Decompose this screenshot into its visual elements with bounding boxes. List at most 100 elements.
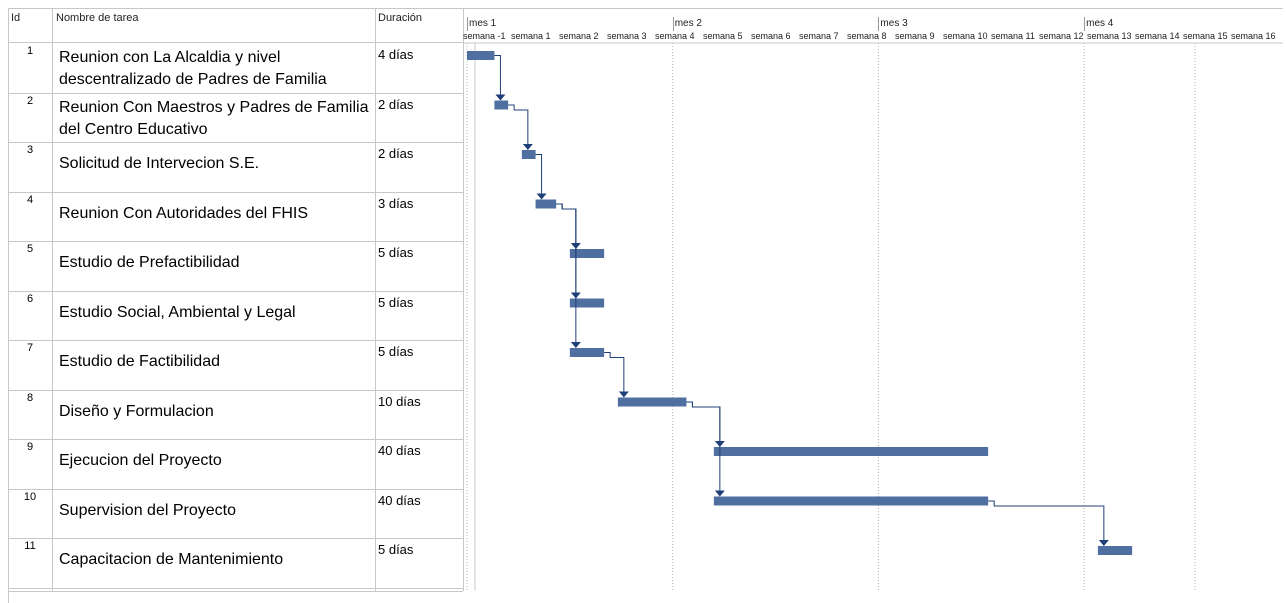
task-name: Reunion Con Autoridades del FHIS xyxy=(59,204,309,222)
dependency-link xyxy=(494,55,501,96)
table-top-border xyxy=(8,8,1283,9)
table-row[interactable]: 6 Estudio Social, Ambiental y Legal 5 días xyxy=(8,291,463,341)
task-name: Capacitacion de Mantenimiento xyxy=(59,551,284,568)
task-duration: 2 días xyxy=(378,96,414,112)
row-divider xyxy=(8,538,463,539)
table-row[interactable]: 7 Estudio de Factibilidad 5 días xyxy=(8,340,463,390)
dependency-link xyxy=(686,401,721,492)
dependency-arrow xyxy=(522,144,533,150)
row-divider xyxy=(8,191,463,193)
table-row[interactable]: 2 Reunion Con Maestros y Padres de Famili… xyxy=(8,93,463,143)
dependency-link xyxy=(556,203,577,294)
gantt-bar xyxy=(535,199,557,209)
table-row[interactable]: 4 Reunion Con Autoridades del FHIS 3 días xyxy=(8,192,463,242)
month-label: mes 1 xyxy=(469,18,497,29)
week-label: semana 7 xyxy=(799,31,839,41)
header-duration[interactable]: Duración xyxy=(378,12,423,24)
task-duration: 5 días xyxy=(378,542,414,557)
row-divider xyxy=(8,587,463,589)
week-label: semana 1 xyxy=(511,31,551,41)
task-name: Reunion Con Maestros y Padres de Familia… xyxy=(59,98,369,138)
task-duration: 4 días xyxy=(378,47,414,62)
month-label: mes 4 xyxy=(1086,18,1114,29)
task-duration: 3 días xyxy=(378,195,414,211)
gantt-bar xyxy=(494,100,509,110)
week-label: semana 5 xyxy=(703,31,743,41)
task-duration: 10 días xyxy=(378,393,421,409)
gantt-bar xyxy=(569,348,605,357)
dependency-link xyxy=(556,203,577,343)
task-name: Reunion con La Alcaldia y nivel descentr… xyxy=(59,49,327,88)
gantt-bar xyxy=(521,150,536,159)
grid-chart-divider xyxy=(463,8,464,591)
dependency-arrow xyxy=(570,292,581,299)
table-row[interactable]: 1 Reunion con La Alcaldia y nivel descent… xyxy=(8,43,463,93)
week-label: semana 9 xyxy=(895,31,935,41)
row-divider xyxy=(8,241,463,242)
task-name: Solicitud de Intervecion S.E. xyxy=(59,155,260,172)
task-id: 11 xyxy=(24,540,36,552)
week-label: semana 4 xyxy=(655,31,695,41)
dependency-link xyxy=(604,352,625,393)
name-column-divider xyxy=(375,8,376,591)
task-id: 4 xyxy=(26,193,34,206)
week-label: semana 2 xyxy=(559,31,599,41)
task-name: Estudio Social, Ambiental y Legal xyxy=(59,303,296,321)
dependency-link xyxy=(988,500,1105,541)
task-name: Ejecucion del Proyecto xyxy=(59,452,222,469)
table-row[interactable]: 8 Diseño y Formulacion 10 días xyxy=(8,390,463,440)
week-label: semana 8 xyxy=(847,31,887,41)
table-bottom-border xyxy=(8,591,463,592)
week-label: semana 6 xyxy=(751,31,791,41)
table-row[interactable]: 10 Supervision del Proyecto 40 días xyxy=(8,489,463,539)
task-duration: 40 días xyxy=(378,443,421,458)
task-id: 1 xyxy=(26,45,34,57)
task-name: Supervision del Proyecto xyxy=(59,501,236,519)
task-duration: 5 días xyxy=(378,344,414,359)
task-id: 3 xyxy=(26,144,34,156)
gantt-bar xyxy=(467,51,495,60)
dependency-arrow xyxy=(618,391,629,398)
week-label: semana 13 xyxy=(1087,31,1132,41)
dependency-link xyxy=(508,104,529,145)
month-tick xyxy=(1084,17,1086,31)
dependency-link xyxy=(686,401,721,442)
gantt-bar xyxy=(569,298,605,308)
task-duration: 5 días xyxy=(378,294,414,310)
header-id[interactable]: Id xyxy=(11,12,21,24)
dependency-arrow xyxy=(714,490,725,497)
row-divider xyxy=(8,389,463,391)
task-id: 8 xyxy=(26,391,34,404)
header-bottom-border xyxy=(8,42,463,43)
month-tick xyxy=(672,17,674,31)
week-label: semana 15 xyxy=(1183,31,1228,41)
row-divider xyxy=(8,340,463,341)
dependency-link xyxy=(535,154,543,195)
dependency-arrow xyxy=(1098,540,1109,546)
table-row[interactable]: 11 Capacitacion de Mantenimiento 5 días xyxy=(8,538,463,588)
dependency-arrow xyxy=(536,193,547,200)
table-row[interactable]: 3 Solicitud de Intervecion S.E. 2 días xyxy=(8,142,463,192)
id-column-divider xyxy=(52,8,53,591)
week-label: semana 11 xyxy=(991,31,1035,41)
table-row[interactable]: 5 Estudio de Prefactibilidad 5 días xyxy=(8,241,463,291)
task-duration: 2 días xyxy=(378,146,414,161)
task-name: Diseño y Formulacion xyxy=(59,402,214,420)
task-name: Estudio de Prefactibilidad xyxy=(59,254,240,271)
dependency-arrow xyxy=(570,342,581,348)
gantt-bar xyxy=(569,249,605,258)
table-row[interactable]: 9 Ejecucion del Proyecto 40 días xyxy=(8,439,463,489)
week-label: semana 3 xyxy=(607,31,647,41)
week-label: semana -1 xyxy=(463,31,506,41)
dependency-arrow xyxy=(495,94,506,101)
month-tick xyxy=(878,17,880,31)
task-id: 6 xyxy=(26,292,34,305)
row-divider xyxy=(8,290,463,292)
gantt-bar xyxy=(1097,546,1133,555)
month-label: mes 3 xyxy=(880,18,908,29)
week-label: semana 10 xyxy=(943,31,988,41)
row-divider xyxy=(8,488,463,490)
dependency-link xyxy=(556,203,577,244)
header-task-name[interactable]: Nombre de tarea xyxy=(56,12,139,24)
task-id: 5 xyxy=(26,243,34,255)
